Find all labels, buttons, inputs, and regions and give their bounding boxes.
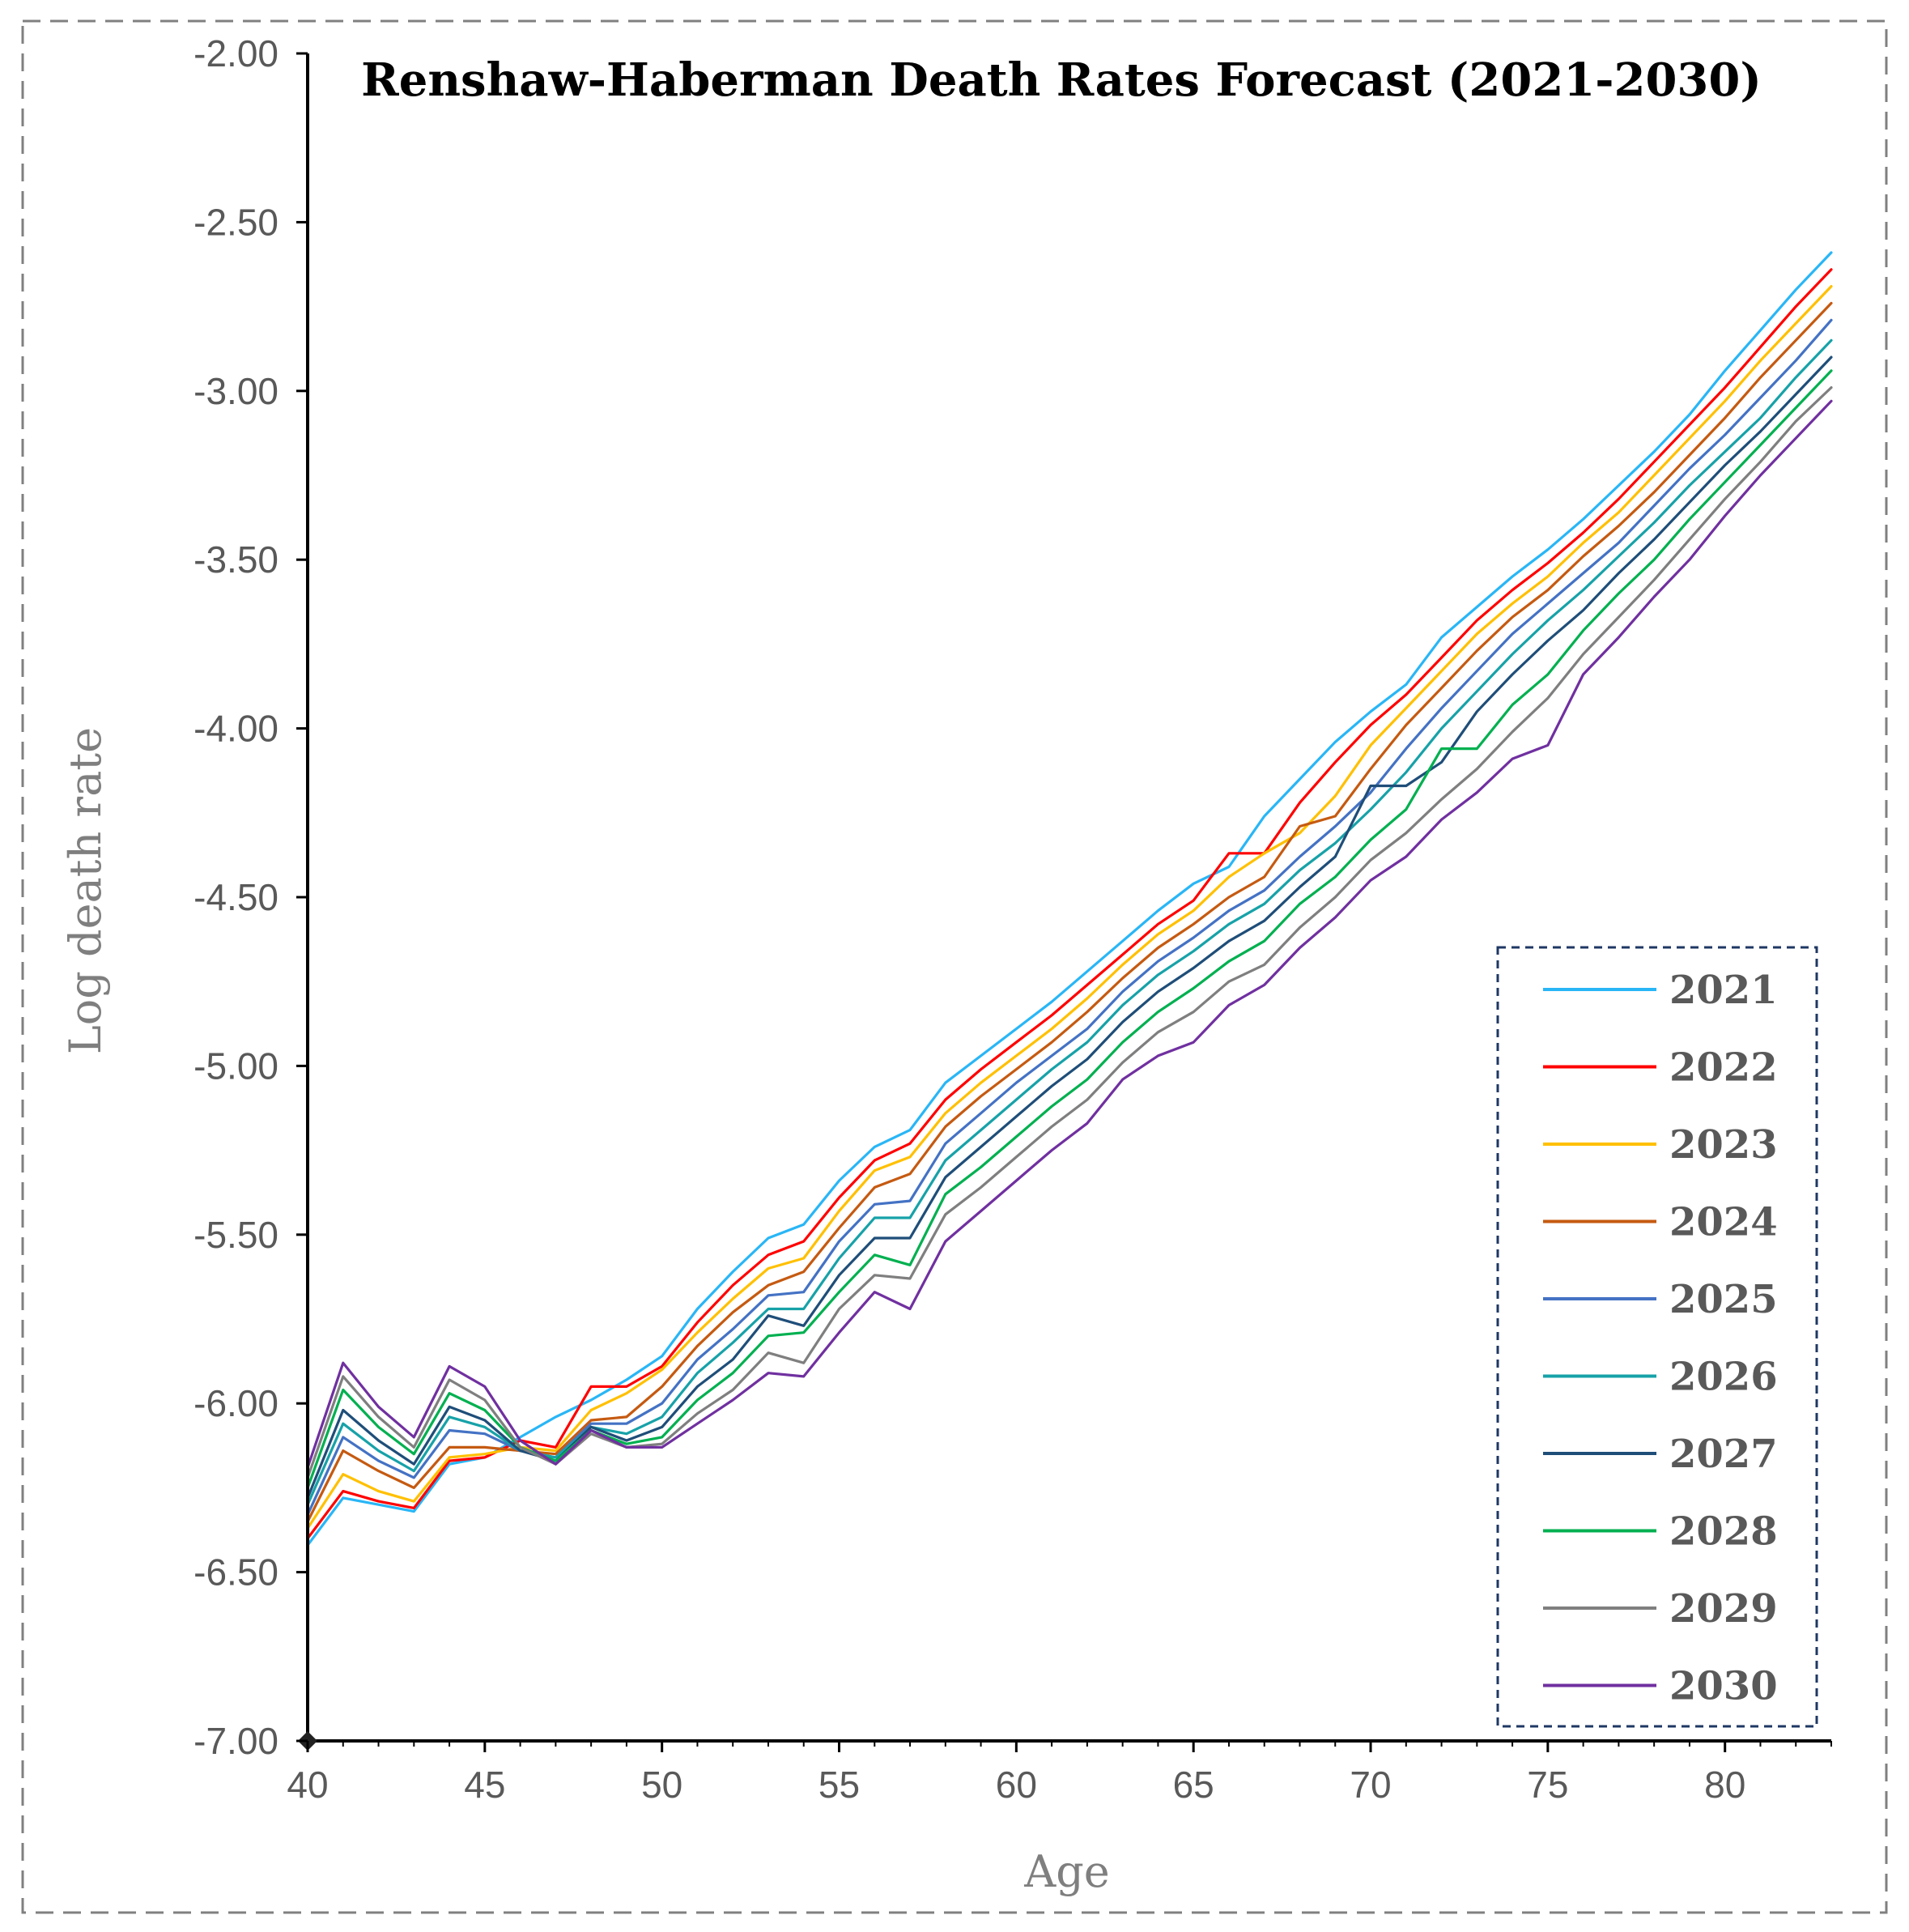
y-tick-label: -5.50 <box>193 1214 278 1256</box>
series-line-2021 <box>306 251 1833 1547</box>
x-axis-title: Age <box>1023 1846 1110 1897</box>
legend-frame <box>1496 946 1818 1728</box>
y-tick-label: -5.00 <box>193 1045 278 1087</box>
legend-item-2021: 2021 <box>1543 968 1778 1013</box>
y-tick-label: -2.50 <box>193 201 278 243</box>
x-tick-label: 45 <box>464 1764 505 1806</box>
x-tick-label: 40 <box>287 1764 328 1806</box>
y-tick-label: -4.50 <box>193 876 278 918</box>
x-tick-label: 80 <box>1704 1764 1745 1806</box>
legend-item-2022: 2022 <box>1543 1045 1778 1091</box>
y-tick-label: -2.00 <box>193 32 278 74</box>
legend-item-2028: 2028 <box>1543 1509 1778 1555</box>
legend-item-2024: 2024 <box>1543 1200 1778 1245</box>
outer-frame <box>21 19 1888 1914</box>
legend-label: 2028 <box>1669 1509 1778 1555</box>
legend-label: 2026 <box>1669 1355 1778 1400</box>
x-tick-label: 65 <box>1173 1764 1214 1806</box>
series-line-2028 <box>306 369 1833 1490</box>
legend-item-2029: 2029 <box>1543 1586 1778 1632</box>
series-line-2022 <box>306 268 1833 1540</box>
x-tick-label: 50 <box>641 1764 682 1806</box>
series-line-2026 <box>306 338 1833 1506</box>
legend-item-2026: 2026 <box>1543 1355 1778 1400</box>
x-tick-label: 55 <box>818 1764 860 1806</box>
y-tick-label: -4.00 <box>193 708 278 750</box>
legend-label: 2027 <box>1669 1432 1778 1477</box>
legend-label: 2023 <box>1669 1122 1778 1168</box>
y-tick-label: -3.00 <box>193 370 278 412</box>
legend-item-2023: 2023 <box>1543 1122 1778 1168</box>
legend-item-2030: 2030 <box>1543 1664 1778 1709</box>
y-tick-label: -7.00 <box>193 1720 278 1762</box>
legend: 2021 2022 2023 2024 2025 2026 2027 2028 2029 2030 <box>1496 946 1818 1728</box>
x-tick-label: 60 <box>996 1764 1037 1806</box>
y-tick-label: -3.50 <box>193 538 278 581</box>
x-tick-label: 75 <box>1527 1764 1568 1806</box>
legend-label: 2022 <box>1669 1045 1778 1091</box>
chart-title: Renshaw-Haberman Death Rates Forecast (2… <box>361 53 1762 107</box>
y-tick-label: -6.00 <box>193 1382 278 1424</box>
series-line-2023 <box>306 285 1833 1530</box>
legend-label: 2024 <box>1669 1200 1778 1245</box>
legend-label: 2029 <box>1669 1586 1778 1632</box>
legend-label: 2025 <box>1669 1277 1778 1322</box>
legend-item-2025: 2025 <box>1543 1277 1778 1322</box>
series-line-2030 <box>306 399 1833 1470</box>
y-tick-label: -6.50 <box>193 1551 278 1594</box>
legend-label: 2030 <box>1669 1664 1778 1709</box>
y-axis-title: Log death rate <box>60 727 111 1054</box>
series-line-2024 <box>306 301 1833 1523</box>
legend-label: 2021 <box>1669 968 1778 1013</box>
legend-item-2027: 2027 <box>1543 1432 1778 1477</box>
x-tick-label: 70 <box>1350 1764 1391 1806</box>
